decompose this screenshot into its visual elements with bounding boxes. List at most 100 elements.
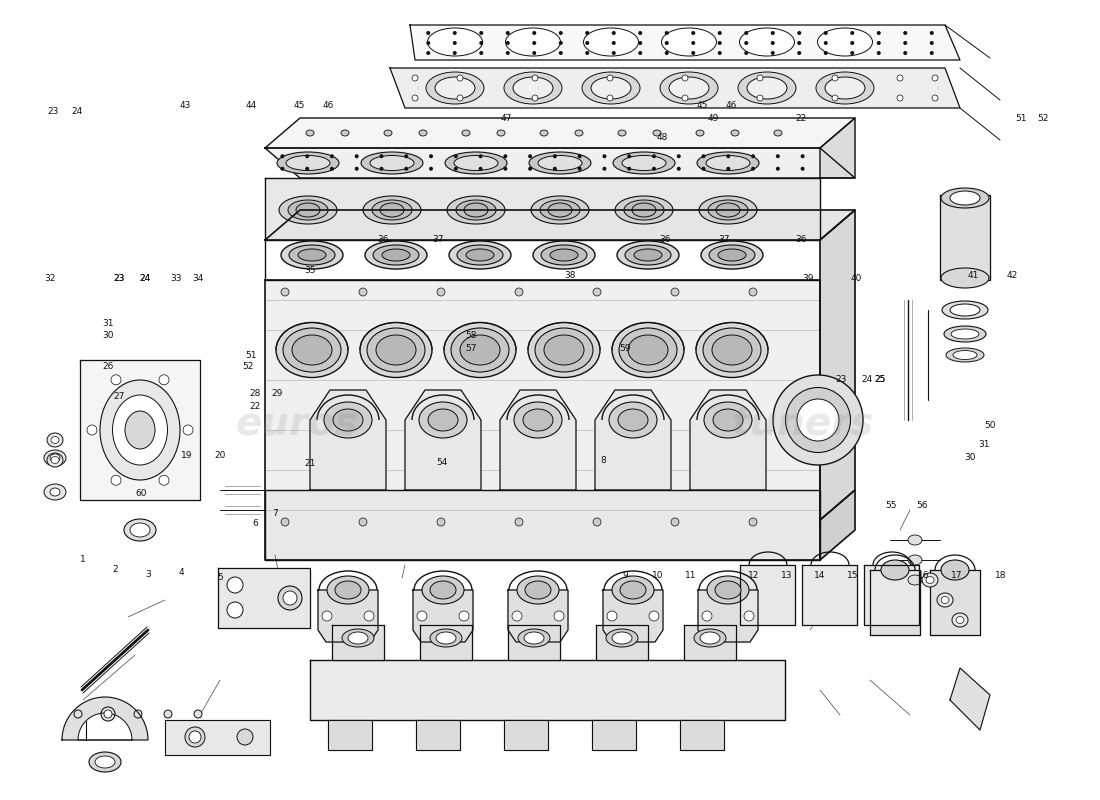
Circle shape [771, 41, 774, 45]
Text: 11: 11 [685, 571, 696, 581]
Polygon shape [62, 697, 149, 740]
Ellipse shape [384, 130, 392, 136]
Ellipse shape [940, 188, 989, 208]
Polygon shape [80, 360, 200, 500]
Ellipse shape [348, 632, 369, 644]
Circle shape [515, 288, 522, 296]
Text: 1: 1 [79, 555, 86, 565]
Circle shape [771, 31, 774, 35]
Circle shape [283, 591, 297, 605]
Ellipse shape [583, 28, 638, 56]
Text: 49: 49 [707, 114, 718, 123]
Text: 18: 18 [996, 571, 1006, 581]
Circle shape [702, 154, 705, 158]
Polygon shape [950, 668, 990, 730]
Ellipse shape [280, 241, 343, 269]
Text: 36: 36 [377, 235, 388, 245]
Circle shape [801, 166, 804, 170]
Text: 44: 44 [245, 101, 256, 110]
Ellipse shape [292, 335, 332, 365]
Circle shape [559, 31, 563, 35]
Circle shape [379, 154, 384, 158]
Text: 52: 52 [242, 362, 253, 371]
Ellipse shape [950, 191, 980, 205]
Ellipse shape [606, 629, 638, 647]
Circle shape [280, 154, 285, 158]
Circle shape [379, 166, 384, 170]
Circle shape [578, 154, 582, 158]
Ellipse shape [336, 581, 361, 599]
Ellipse shape [953, 350, 977, 359]
Ellipse shape [707, 576, 749, 604]
Ellipse shape [607, 75, 613, 81]
Circle shape [801, 154, 804, 158]
Circle shape [227, 602, 243, 618]
Ellipse shape [825, 77, 865, 99]
Ellipse shape [624, 200, 664, 220]
Polygon shape [595, 390, 671, 490]
Ellipse shape [738, 72, 796, 104]
Polygon shape [405, 390, 481, 490]
Circle shape [359, 288, 367, 296]
Ellipse shape [946, 348, 984, 362]
Ellipse shape [712, 335, 752, 365]
Circle shape [104, 710, 112, 718]
Text: 57: 57 [465, 344, 476, 354]
Ellipse shape [460, 335, 500, 365]
Polygon shape [500, 390, 576, 490]
Text: 10: 10 [652, 571, 663, 581]
Circle shape [280, 166, 285, 170]
Circle shape [354, 154, 359, 158]
Circle shape [160, 374, 169, 385]
Ellipse shape [466, 249, 494, 261]
Ellipse shape [430, 581, 456, 599]
Polygon shape [165, 720, 270, 755]
Ellipse shape [628, 335, 668, 365]
Circle shape [437, 288, 446, 296]
Circle shape [726, 154, 730, 158]
Ellipse shape [436, 632, 456, 644]
Polygon shape [596, 625, 648, 660]
Ellipse shape [522, 409, 553, 431]
Ellipse shape [419, 402, 468, 438]
Ellipse shape [832, 95, 838, 101]
Text: 23: 23 [836, 374, 847, 384]
Circle shape [480, 51, 483, 55]
Text: 6: 6 [252, 518, 258, 528]
Ellipse shape [497, 130, 505, 136]
Text: euros: euros [235, 405, 359, 443]
Ellipse shape [47, 453, 63, 467]
Text: 55: 55 [886, 501, 896, 510]
Ellipse shape [952, 329, 979, 339]
Text: 35: 35 [305, 266, 316, 275]
Text: 32: 32 [44, 274, 55, 283]
Circle shape [585, 41, 590, 45]
Polygon shape [820, 210, 855, 520]
Ellipse shape [832, 75, 838, 81]
Ellipse shape [296, 203, 320, 217]
Circle shape [405, 166, 408, 170]
Text: 47: 47 [500, 114, 512, 123]
Circle shape [427, 51, 430, 55]
Circle shape [691, 51, 695, 55]
Ellipse shape [379, 203, 404, 217]
Circle shape [652, 154, 656, 158]
Circle shape [559, 41, 563, 45]
Polygon shape [265, 148, 855, 178]
Circle shape [189, 731, 201, 743]
Ellipse shape [446, 152, 507, 174]
Ellipse shape [370, 155, 414, 170]
Ellipse shape [773, 375, 864, 465]
Ellipse shape [454, 155, 498, 170]
Ellipse shape [757, 75, 763, 81]
Text: 12: 12 [748, 571, 759, 581]
Text: 8: 8 [600, 456, 606, 466]
Ellipse shape [462, 130, 470, 136]
Ellipse shape [937, 593, 953, 607]
Circle shape [185, 727, 205, 747]
Ellipse shape [100, 380, 180, 480]
Polygon shape [504, 720, 548, 750]
Ellipse shape [550, 249, 578, 261]
Text: 60: 60 [135, 489, 146, 498]
Circle shape [903, 31, 907, 35]
